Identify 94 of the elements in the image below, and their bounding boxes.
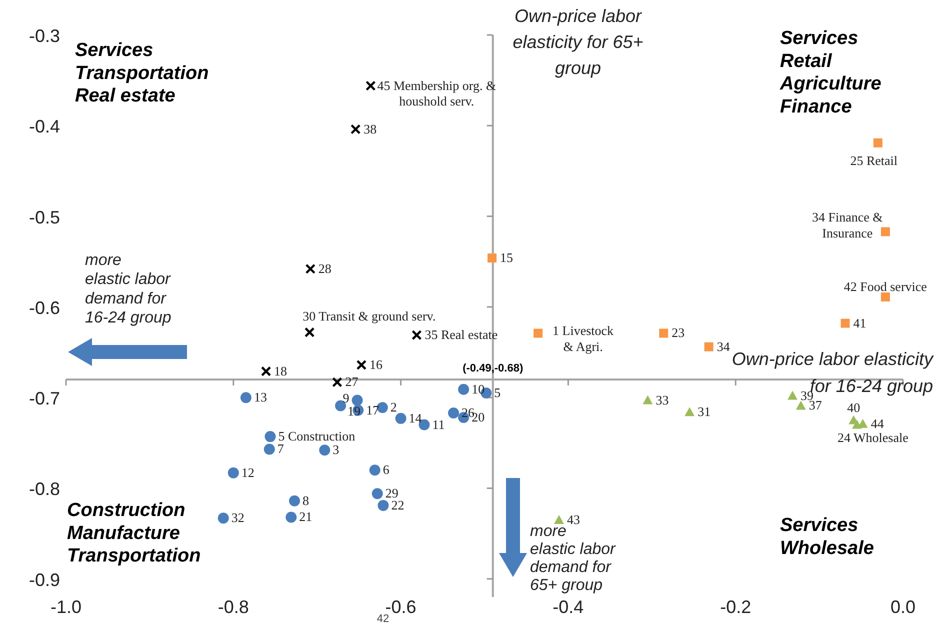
annotation: 38: [364, 121, 377, 136]
x-tick-label: -1.0: [50, 597, 82, 617]
point: [352, 394, 363, 406]
point: [796, 400, 806, 410]
y-tick-label: -0.4: [28, 116, 60, 137]
annotation: 8: [302, 492, 309, 508]
point: [264, 444, 275, 455]
annotation: 21: [299, 509, 312, 524]
y-tick-label: -0.9: [28, 570, 60, 590]
annotation: (-0.49,-0.68): [462, 362, 524, 374]
point: [286, 512, 297, 523]
y-tick-label: -0.3: [28, 26, 60, 46]
annotation: Services Transportation Real estate: [75, 40, 209, 107]
annotation: 17: [366, 402, 380, 418]
annotation: 11: [432, 416, 445, 432]
annotation: 20: [472, 410, 485, 425]
annotation: 28: [318, 260, 332, 276]
point: [534, 328, 543, 338]
annotation: more elastic labor demand for 16-24 group: [85, 252, 172, 327]
point: [788, 390, 798, 400]
point: [378, 500, 389, 511]
point: [304, 327, 315, 338]
point: [356, 360, 367, 370]
text: 42: [376, 613, 390, 625]
point: [350, 124, 361, 134]
annotation: 5 Construction: [278, 428, 356, 444]
annotation: 7: [277, 441, 284, 456]
annotation: 34 Finance & Insurance: [812, 210, 883, 240]
y-axis-title: Own-price labor elasticity for 65+ group: [512, 6, 644, 78]
point: [458, 384, 470, 395]
point: [369, 464, 380, 476]
point: [659, 328, 668, 338]
annotation: 5: [494, 385, 501, 400]
y-tick-label: -0.5: [28, 207, 60, 228]
annotation: 9: [342, 390, 350, 406]
x-tick-label: -0.2: [720, 597, 752, 617]
annotation: 25 Retail: [850, 152, 898, 168]
annotation: 12: [241, 464, 254, 480]
annotation: 34: [716, 338, 730, 354]
annotation: 40: [847, 400, 860, 416]
annotation: 31: [698, 404, 711, 420]
annotation: 33: [656, 392, 669, 408]
annotation: 14: [408, 410, 422, 426]
x-tick-label: 0.0: [890, 597, 916, 617]
annotation: 35 Real estate: [424, 327, 498, 342]
point: [264, 431, 276, 442]
point: [240, 392, 252, 404]
point: [412, 330, 422, 340]
point: [873, 138, 882, 148]
point: [366, 80, 376, 91]
annotation: 45 Membership org. & houshold serv.: [377, 78, 496, 108]
annotation: 32: [231, 510, 244, 526]
annotation: 30 Transit & ground serv.: [302, 308, 436, 324]
x-tick-label: -0.8: [218, 597, 249, 617]
y-tick-label: -0.6: [28, 298, 60, 318]
point: [395, 412, 406, 424]
annotation: 24 Wholesale: [838, 430, 909, 445]
point: [448, 407, 460, 418]
annotation: Services Retail Agriculture Finance: [779, 28, 882, 118]
point: [319, 444, 330, 456]
point: [642, 395, 653, 404]
point: [289, 495, 300, 506]
point: [488, 253, 497, 262]
annotation: 13: [254, 390, 267, 405]
point: [218, 512, 229, 524]
point: [372, 488, 383, 500]
point: [840, 318, 850, 328]
annotation: 42 Food service: [844, 278, 928, 294]
point: [305, 264, 316, 274]
annotation: 23: [672, 325, 685, 340]
annotation: 18: [274, 363, 288, 378]
annotation: 10: [472, 381, 485, 396]
annotation: 16: [369, 356, 383, 372]
point: [554, 514, 564, 524]
annotation: 44: [870, 416, 884, 431]
point: [880, 227, 890, 236]
annotation: 41: [853, 315, 866, 330]
y-tick-label: -0.8: [28, 479, 60, 500]
point: [332, 377, 342, 388]
point: [880, 292, 890, 302]
annotation: 27: [345, 374, 359, 390]
point: [228, 467, 239, 478]
y-tick-label: -0.7: [28, 388, 60, 409]
annotation: 15: [500, 250, 514, 265]
annotation: Construction Manufacture Transportation: [67, 500, 201, 567]
annotation: 1 Livestock & Agri.: [552, 323, 614, 354]
annotation: 6: [382, 462, 390, 478]
annotation: 2: [390, 400, 397, 415]
annotation: Services Wholesale: [780, 515, 874, 559]
point: [260, 366, 272, 376]
x-tick-label: -0.4: [552, 597, 584, 617]
point: [704, 342, 714, 352]
annotation: 3: [332, 442, 340, 458]
point: [684, 407, 695, 416]
